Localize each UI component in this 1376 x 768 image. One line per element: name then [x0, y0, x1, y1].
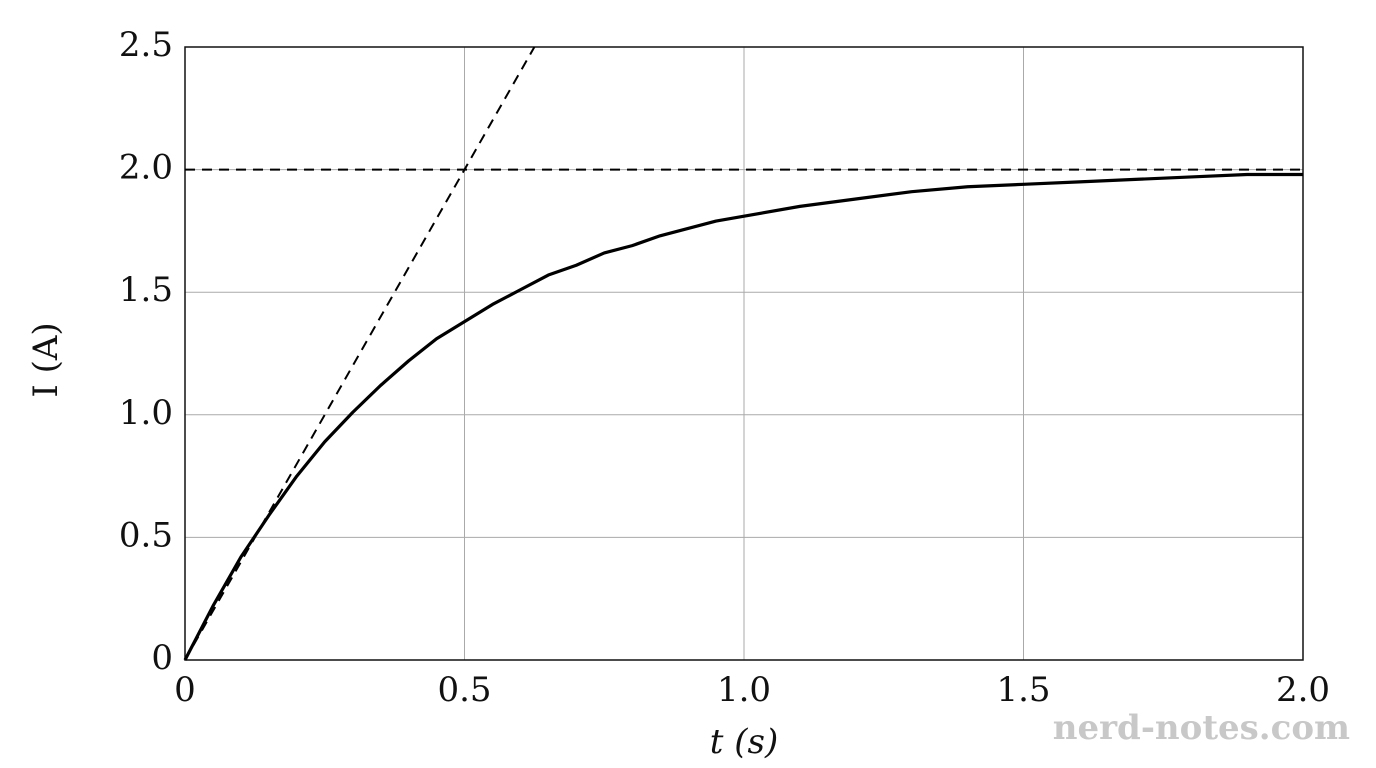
- y-tick-label: 1.0: [119, 393, 173, 433]
- data-line: [183, 172, 1303, 661]
- watermark: nerd-notes.com: [1053, 708, 1350, 748]
- x-tick-label: 1.0: [717, 670, 771, 710]
- x-tick-label: 2.0: [1276, 670, 1330, 710]
- x-tick-label: 1.5: [996, 670, 1050, 710]
- x-axis-label: t (s): [710, 722, 778, 762]
- plot-frame: [184, 46, 1304, 661]
- y-tick-label: 2.5: [119, 25, 173, 65]
- x-tick-label: 0.5: [437, 670, 491, 710]
- y-tick-label: 2.0: [119, 148, 173, 188]
- x-tick-label: 0: [174, 670, 196, 710]
- y-tick-label: 0: [151, 638, 173, 678]
- dashed-line: [184, 46, 536, 661]
- y-axis-label: I (A): [26, 322, 66, 397]
- y-tick-label: 0.5: [119, 515, 173, 555]
- y-tick-label: 1.5: [119, 270, 173, 310]
